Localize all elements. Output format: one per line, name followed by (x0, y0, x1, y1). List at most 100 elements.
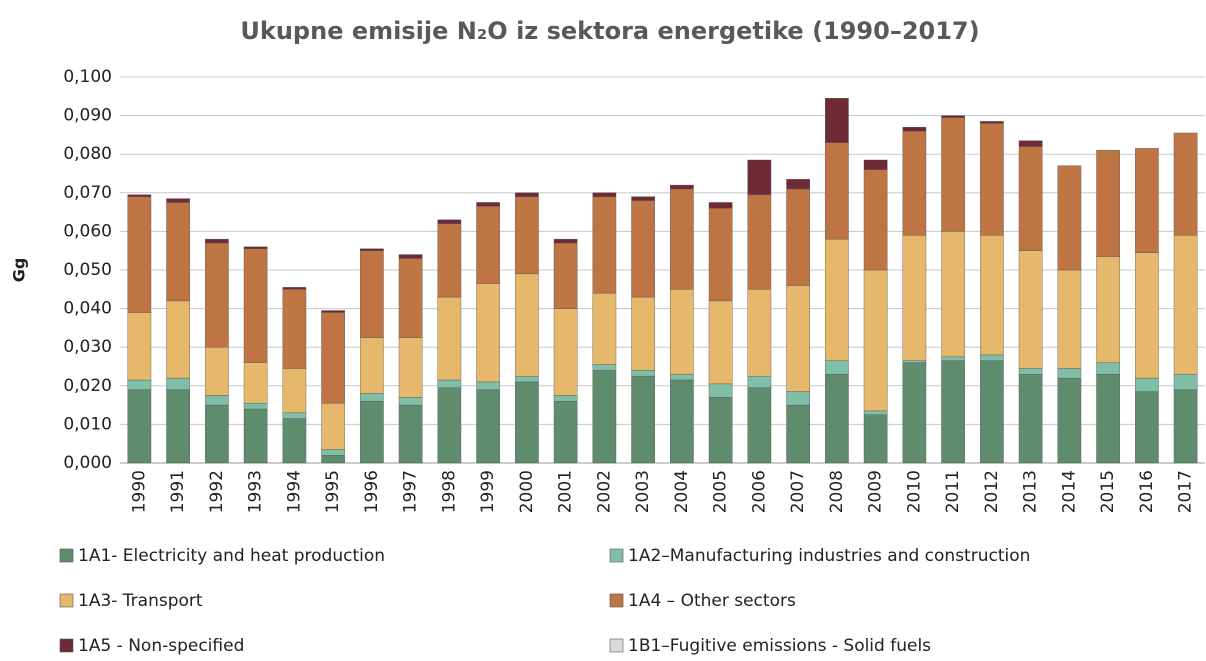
legend-label: 1B1–Fugitive emissions - Solid fuels (628, 636, 931, 656)
bar-segment (786, 188, 810, 286)
bar-segment (205, 238, 229, 244)
y-tick-label: 0,040 (63, 299, 112, 319)
legend-swatch (59, 593, 74, 608)
bar-segment (553, 395, 578, 402)
x-tick-label: 2006 (749, 470, 769, 513)
legend-label: 1A1- Electricity and heat production (78, 546, 385, 566)
bar-segment (398, 254, 423, 259)
bar-segment (515, 375, 539, 383)
x-tick-label: 1992 (207, 470, 227, 513)
bar-segment (825, 98, 849, 143)
bar-segment (1057, 165, 1082, 271)
bar-segment (670, 379, 694, 464)
x-tick-label: 2012 (982, 470, 1002, 513)
bar-segment (321, 455, 345, 464)
bar-segment (592, 192, 617, 197)
y-tick-label: 0,090 (63, 106, 112, 126)
x-tick-label: 2002 (594, 470, 614, 513)
bar-segment (1018, 368, 1043, 375)
bar-segment (1057, 368, 1082, 379)
bar-segment (243, 408, 268, 464)
bar-segment (980, 235, 1004, 356)
bar-segment (708, 202, 733, 209)
bar-segment (476, 206, 500, 284)
bar-segment (515, 196, 539, 275)
bar-segment (127, 312, 152, 381)
bar-segment (786, 285, 810, 392)
bar-segment (205, 404, 229, 464)
bar-segment (205, 242, 229, 348)
x-tick-label: 2014 (1059, 470, 1079, 513)
bar-segment (902, 235, 927, 361)
bar-segment (553, 401, 578, 464)
bar-segment (825, 374, 849, 464)
bar-segment (1096, 362, 1120, 375)
bar-segment (825, 238, 849, 361)
x-tick-label: 2011 (943, 470, 963, 513)
bar-segment (321, 449, 345, 456)
bar-segment (747, 194, 772, 290)
bar-segment (941, 360, 965, 464)
legend-swatch (609, 548, 624, 563)
bar-segment (127, 379, 152, 390)
x-tick-label: 1997 (401, 470, 421, 513)
legend-label: 1A2–Manufacturing industries and constru… (628, 546, 1030, 566)
bar-segment (437, 223, 462, 298)
bar-segment (166, 300, 190, 379)
bar-segment (902, 130, 927, 236)
bar-segment (476, 389, 500, 464)
bar-segment (437, 379, 462, 388)
bar-segment (515, 273, 539, 377)
bar-segment (476, 283, 500, 383)
bar-segment (902, 362, 927, 464)
bar-segment (1173, 389, 1198, 464)
bar-segment (592, 196, 617, 294)
x-tick-label: 1990 (129, 470, 149, 513)
bar-segment (825, 360, 849, 375)
bar-segment (437, 387, 462, 464)
x-tick-label: 2004 (672, 470, 692, 513)
legend-label: 1A3- Transport (78, 591, 203, 611)
legend-label: 1A5 - Non-specified (78, 636, 244, 656)
y-tick-label: 0,100 (63, 67, 112, 87)
bar-segment (863, 159, 888, 170)
bar-segment (166, 202, 190, 302)
bar-segment (1135, 391, 1159, 464)
y-tick-label: 0,020 (63, 376, 112, 396)
bar-segment (515, 192, 539, 197)
bar-segment (398, 258, 423, 338)
x-tick-label: 1991 (168, 470, 188, 513)
bar-segment (1135, 252, 1159, 379)
x-tick-label: 2013 (1021, 470, 1041, 513)
bar-segment (631, 196, 655, 201)
bar-segment (863, 269, 888, 412)
y-tick-label: 0,050 (63, 260, 112, 280)
bar-segment (863, 414, 888, 464)
x-tick-label: 2009 (866, 470, 886, 513)
bar-segment (592, 364, 617, 371)
x-tick-label: 2001 (556, 470, 576, 513)
bar-segment (398, 404, 423, 464)
bar-segment (321, 402, 345, 450)
bar-segment (980, 360, 1004, 464)
bar-segment (476, 202, 500, 207)
x-tick-label: 2008 (827, 470, 847, 513)
bar-segment (553, 238, 578, 244)
bar-segment (243, 362, 268, 404)
bar-segment (1173, 235, 1198, 375)
bar-segment (1018, 250, 1043, 369)
chart-title: Ukupne emisije N₂O iz sektora energetike… (240, 17, 979, 45)
bar-segment (1057, 269, 1082, 369)
legend-swatch (59, 548, 74, 563)
bar-segment (1173, 374, 1198, 390)
x-tick-label: 2007 (788, 470, 808, 513)
x-tick-label: 2003 (633, 470, 653, 513)
bar-segment (670, 374, 694, 381)
bar-segment (205, 347, 229, 396)
bar-segment (360, 248, 384, 251)
bar-segment (631, 375, 655, 464)
bar-segment (282, 287, 307, 290)
bar-segment (243, 248, 268, 363)
bar-segment (321, 310, 345, 313)
y-tick-label: 0,060 (63, 221, 112, 241)
